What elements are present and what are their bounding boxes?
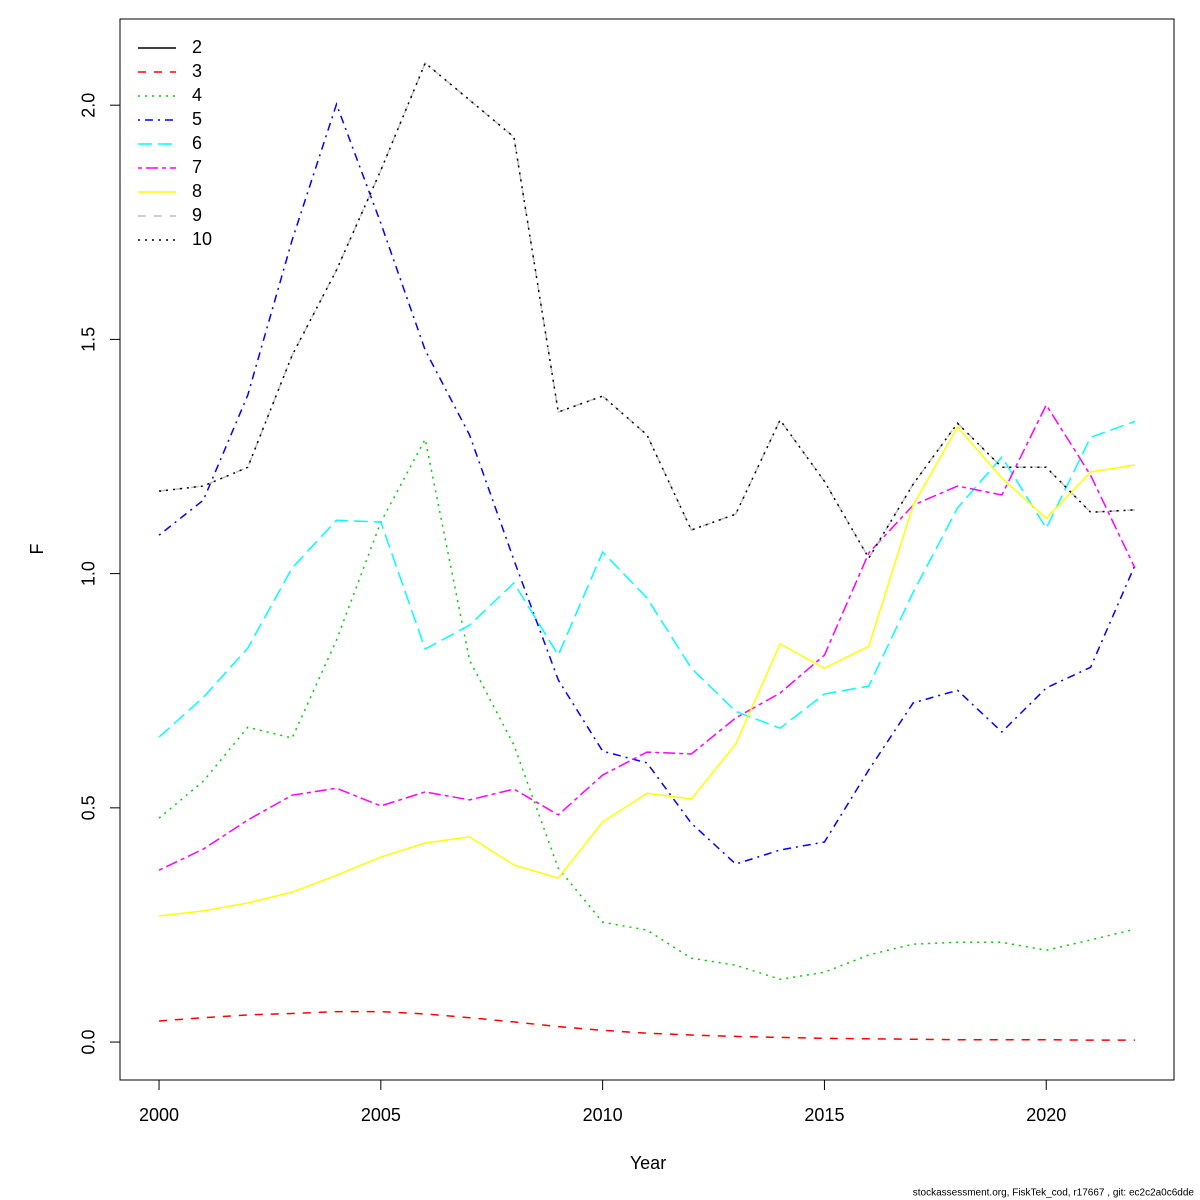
- series-line: [158, 425, 1136, 917]
- caption: stockassessment.org, FiskTek_cod, r17667…: [913, 1188, 1195, 1199]
- series-line: [158, 101, 1136, 865]
- legend-label: 4: [192, 85, 202, 105]
- x-tick-label: 2005: [361, 1105, 401, 1125]
- y-axis-label: F: [27, 544, 47, 555]
- y-tick-label: 0.5: [79, 795, 99, 820]
- legend-label: 5: [192, 109, 202, 129]
- legend-label: 3: [192, 61, 202, 81]
- series-line: [158, 403, 1136, 871]
- legend-label: 6: [192, 133, 202, 153]
- x-tick-label: 2015: [804, 1105, 844, 1125]
- x-axis-label: Year: [630, 1153, 666, 1173]
- legend-label: 9: [192, 205, 202, 225]
- x-tick-label: 2000: [139, 1105, 179, 1125]
- x-tick-label: 2020: [1026, 1105, 1066, 1125]
- y-tick-label: 1.0: [79, 561, 99, 586]
- legend-label: 7: [192, 157, 202, 177]
- y-tick-label: 2.0: [79, 93, 99, 118]
- series-line: [158, 1010, 1135, 1041]
- series-line: [158, 420, 1136, 738]
- plot-box: [119, 18, 1175, 1081]
- y-tick-label: 0.0: [79, 1030, 99, 1055]
- y-tick-label: 1.5: [79, 327, 99, 352]
- x-tick-label: 2010: [583, 1105, 623, 1125]
- series-line: [158, 436, 1136, 981]
- series-line: [158, 61, 1135, 560]
- legend-label: 10: [192, 229, 212, 249]
- series-line: [158, 61, 1135, 560]
- legend-label: 8: [192, 181, 202, 201]
- legend-label: 2: [192, 37, 202, 57]
